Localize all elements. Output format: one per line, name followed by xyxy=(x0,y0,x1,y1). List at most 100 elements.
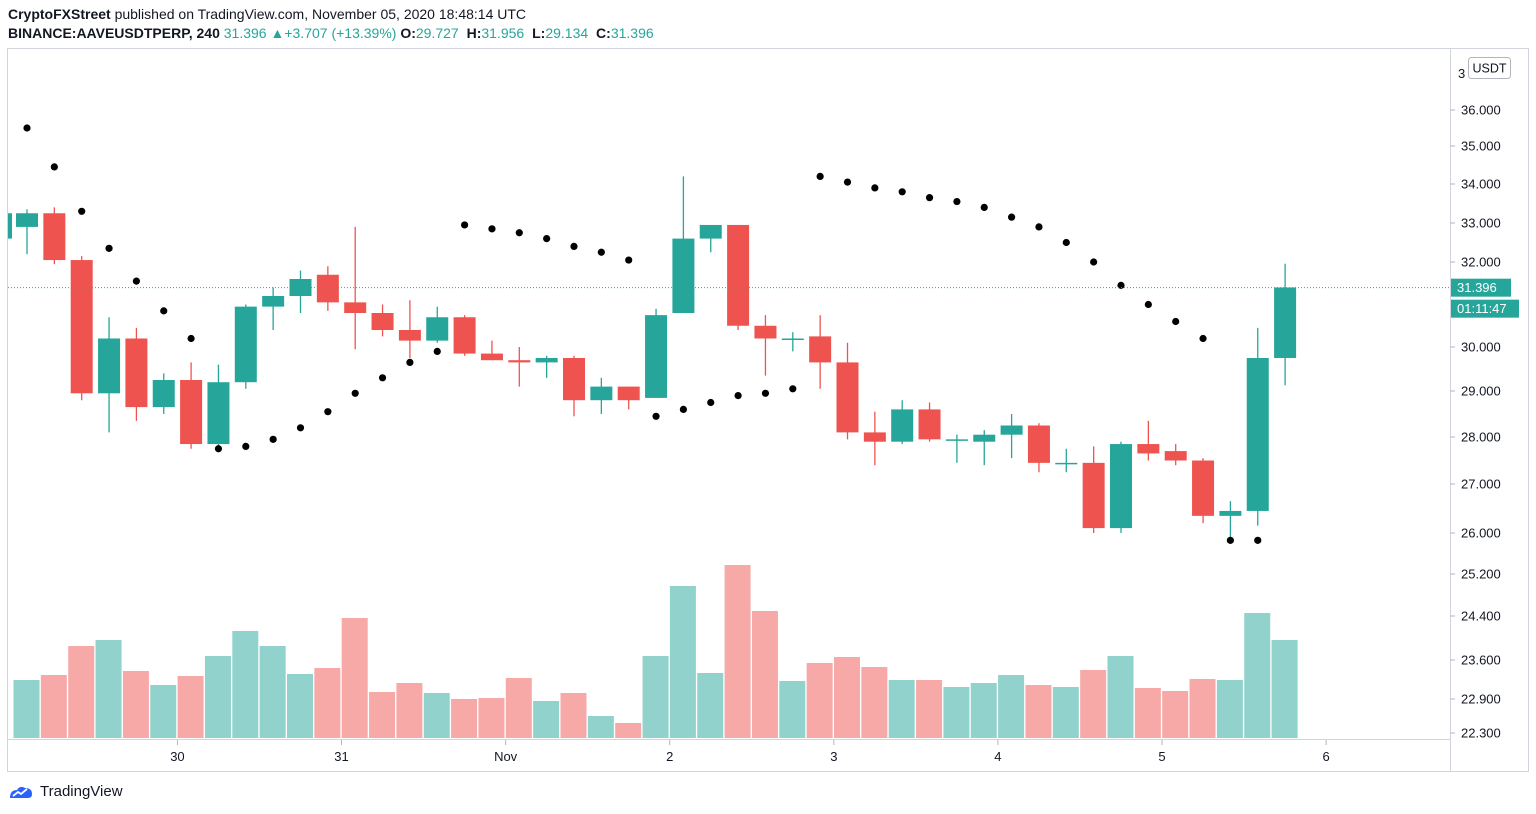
sar-dot xyxy=(132,277,140,285)
candle[interactable] xyxy=(480,340,503,361)
sar-dot xyxy=(1254,536,1262,544)
price-chart[interactable]: 36.000 35.000 34.000 33.000 32.000 30.000 29.0… xyxy=(0,0,1536,780)
candle[interactable] xyxy=(1000,414,1023,459)
candle[interactable] xyxy=(1110,441,1132,533)
change-up-icon: ▲ xyxy=(270,25,285,41)
price-tick-label: 25.200 xyxy=(1461,567,1501,582)
candle[interactable] xyxy=(344,226,367,350)
candle[interactable] xyxy=(1027,423,1050,473)
candle-body xyxy=(945,439,968,441)
volume-bar xyxy=(779,681,806,738)
candle[interactable] xyxy=(98,317,121,433)
candle[interactable] xyxy=(699,224,722,253)
price-axis[interactable]: 36.000 35.000 34.000 33.000 32.000 30.000 29.0… xyxy=(1450,103,1501,741)
candle[interactable] xyxy=(617,386,640,410)
last-price-value: 31.396 xyxy=(223,25,267,41)
candle-body xyxy=(207,382,230,445)
change-value: +3.707 (+13.39%) xyxy=(284,25,397,41)
volume-bar xyxy=(1216,680,1243,738)
candle[interactable] xyxy=(945,434,968,463)
candle-body xyxy=(98,338,121,394)
candle-body xyxy=(234,306,257,383)
price-tick-label: 35.000 xyxy=(1461,139,1501,154)
candle[interactable] xyxy=(371,304,394,337)
sar-dot xyxy=(160,307,168,315)
candle[interactable] xyxy=(973,430,996,466)
candle[interactable] xyxy=(16,209,38,255)
candle[interactable] xyxy=(316,266,339,311)
candle[interactable] xyxy=(918,402,941,442)
volume-bar xyxy=(1162,691,1189,738)
time-axis[interactable]: 30 31 Nov 2 3 4 5 6 xyxy=(170,740,1330,764)
candle[interactable] xyxy=(289,270,312,314)
currency-badge[interactable]: USDT xyxy=(1468,57,1511,79)
symbol-name[interactable]: BINANCE:AAVEUSDTPERP, 240 xyxy=(8,25,220,41)
symbol-legend: BINANCE:AAVEUSDTPERP, 240 31.396 ▲+3.707… xyxy=(8,24,654,42)
volume-bar xyxy=(1271,640,1298,738)
candle[interactable] xyxy=(70,256,93,401)
candle[interactable] xyxy=(754,315,777,376)
candle[interactable] xyxy=(1192,458,1215,524)
candle[interactable] xyxy=(1219,501,1242,541)
sar-dot xyxy=(1144,300,1152,309)
price-tick-label: 29.000 xyxy=(1461,384,1501,399)
candle-body xyxy=(1164,451,1187,461)
candle-body xyxy=(1027,425,1050,463)
time-tick-label: 3 xyxy=(830,749,837,764)
candle[interactable] xyxy=(1164,444,1187,466)
candle[interactable] xyxy=(1137,420,1160,461)
candle[interactable] xyxy=(398,300,421,358)
sar-dot xyxy=(652,412,660,420)
sar-dot xyxy=(843,178,852,186)
author-name[interactable]: CryptoFXStreet xyxy=(8,6,111,22)
candle[interactable] xyxy=(43,207,66,265)
sar-dot xyxy=(515,229,523,237)
candle-body xyxy=(754,325,777,339)
candle[interactable] xyxy=(152,373,175,414)
candle[interactable] xyxy=(672,176,695,313)
sar-dot xyxy=(707,398,715,407)
candle[interactable] xyxy=(453,315,476,356)
published-text: published on TradingView.com, November 0… xyxy=(114,6,527,22)
candle-body xyxy=(727,224,750,326)
sar-dot xyxy=(625,256,633,264)
candle[interactable] xyxy=(535,355,558,378)
volume-bar xyxy=(533,701,560,738)
time-tick-label: 30 xyxy=(170,749,184,764)
candle[interactable] xyxy=(781,332,804,352)
candle[interactable] xyxy=(590,377,613,414)
volume-bar xyxy=(177,676,204,738)
volume-bar xyxy=(669,586,696,738)
candle[interactable] xyxy=(809,315,832,389)
candle[interactable] xyxy=(180,362,203,449)
candle[interactable] xyxy=(234,304,257,389)
candle[interactable] xyxy=(836,342,859,440)
candle-body xyxy=(316,274,339,303)
sar-dot xyxy=(679,405,688,413)
tradingview-brand[interactable]: TradingView xyxy=(8,783,123,800)
candle[interactable] xyxy=(645,308,668,398)
candle[interactable] xyxy=(1055,448,1078,473)
sar-dot xyxy=(816,172,824,180)
candle[interactable] xyxy=(262,287,285,331)
sar-dot xyxy=(1172,317,1180,326)
candle[interactable] xyxy=(563,355,585,417)
candle[interactable] xyxy=(891,400,914,445)
candle-body xyxy=(836,362,859,433)
candle[interactable] xyxy=(1246,327,1269,526)
candle[interactable] xyxy=(508,347,531,387)
candle-body xyxy=(125,338,148,408)
volume-bar xyxy=(1189,679,1216,738)
sar-dot xyxy=(789,385,797,393)
sar-dot xyxy=(488,225,496,233)
candle[interactable] xyxy=(863,411,886,466)
candle[interactable] xyxy=(1082,446,1105,533)
sar-dot xyxy=(980,203,988,211)
candle[interactable] xyxy=(125,327,148,421)
candle[interactable] xyxy=(426,306,449,343)
candle-body xyxy=(672,238,695,313)
candle-body-partial xyxy=(8,213,12,239)
candle[interactable] xyxy=(727,224,750,330)
candle[interactable] xyxy=(1274,263,1297,386)
candle[interactable] xyxy=(207,364,230,447)
